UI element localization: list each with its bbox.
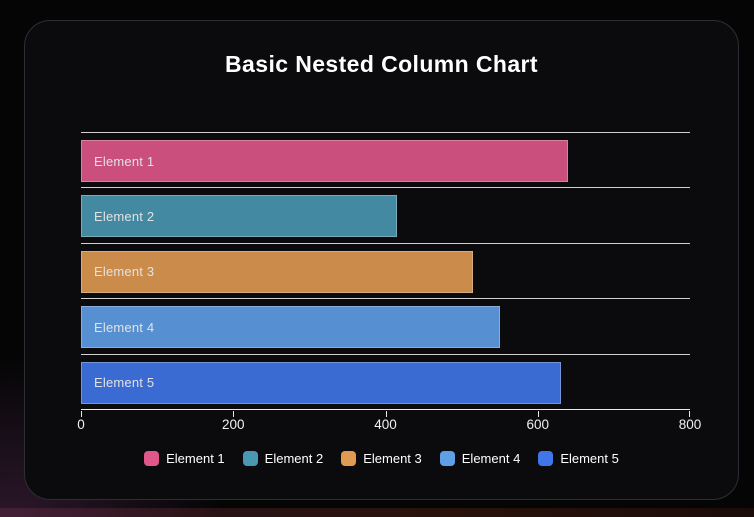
x-axis-tick-label: 400 [374,417,397,432]
legend-item-element-2[interactable]: Element 2 [242,451,324,466]
bar-label: Element 3 [94,264,155,280]
legend-label: Element 4 [461,451,521,466]
x-axis-tick [81,411,83,417]
bar-label: Element 1 [94,153,155,169]
category-row: Element 1 [81,132,690,187]
category-row: Element 2 [81,187,690,242]
x-axis-tick [688,411,690,417]
plot-area: Element 1 Element 2 Element 3 Element 4 Elem… [81,132,690,417]
x-axis-tick-label: 600 [526,417,550,432]
category-row: Element 3 [81,242,690,298]
x-axis-tick-label: 800 [678,417,702,432]
legend-item-element-1[interactable]: Element 1 [144,451,225,466]
bar-label: Element 2 [94,208,155,224]
legend-label: Element 1 [166,451,225,466]
x-axis-tick-label: 0 [77,417,85,432]
chart-card: Basic Nested Column Chart Element 1 Eleme… [24,20,739,500]
legend-label: Element 2 [264,451,324,466]
bar-element-4[interactable]: Element 4 [81,306,500,349]
bar-label: Element 5 [94,375,155,391]
x-axis-tick [385,411,387,417]
legend-label: Element 3 [363,451,422,466]
bar-element-1[interactable]: Element 1 [81,140,569,182]
legend-swatch-icon [538,451,554,466]
legend-swatch-icon [144,451,160,466]
bar-element-5[interactable]: Element 5 [81,361,561,404]
legend-label: Element 5 [560,451,619,466]
legend-item-element-5[interactable]: Element 5 [538,451,619,466]
legend-item-element-3[interactable]: Element 3 [341,451,422,466]
bar-element-3[interactable]: Element 3 [81,250,474,293]
legend-item-element-4[interactable]: Element 4 [439,451,521,466]
bar-element-2[interactable]: Element 2 [81,195,397,238]
legend-swatch-icon [242,451,258,466]
legend-swatch-icon [439,451,455,466]
x-axis-labels: 0 200 400 600 800 [77,417,701,435]
category-row: Element 4 [81,298,690,353]
chart-title: Basic Nested Column Chart [225,51,538,77]
bar-label: Element 4 [94,319,155,335]
x-axis-tick [537,411,539,417]
x-axis-tick-label: 200 [221,417,245,432]
legend: Element 1 Element 2 Element 3 Element 4 Elem… [25,451,738,466]
category-row: Element 5 [81,353,690,409]
legend-swatch-icon [341,451,357,466]
x-axis-tick [233,411,235,417]
